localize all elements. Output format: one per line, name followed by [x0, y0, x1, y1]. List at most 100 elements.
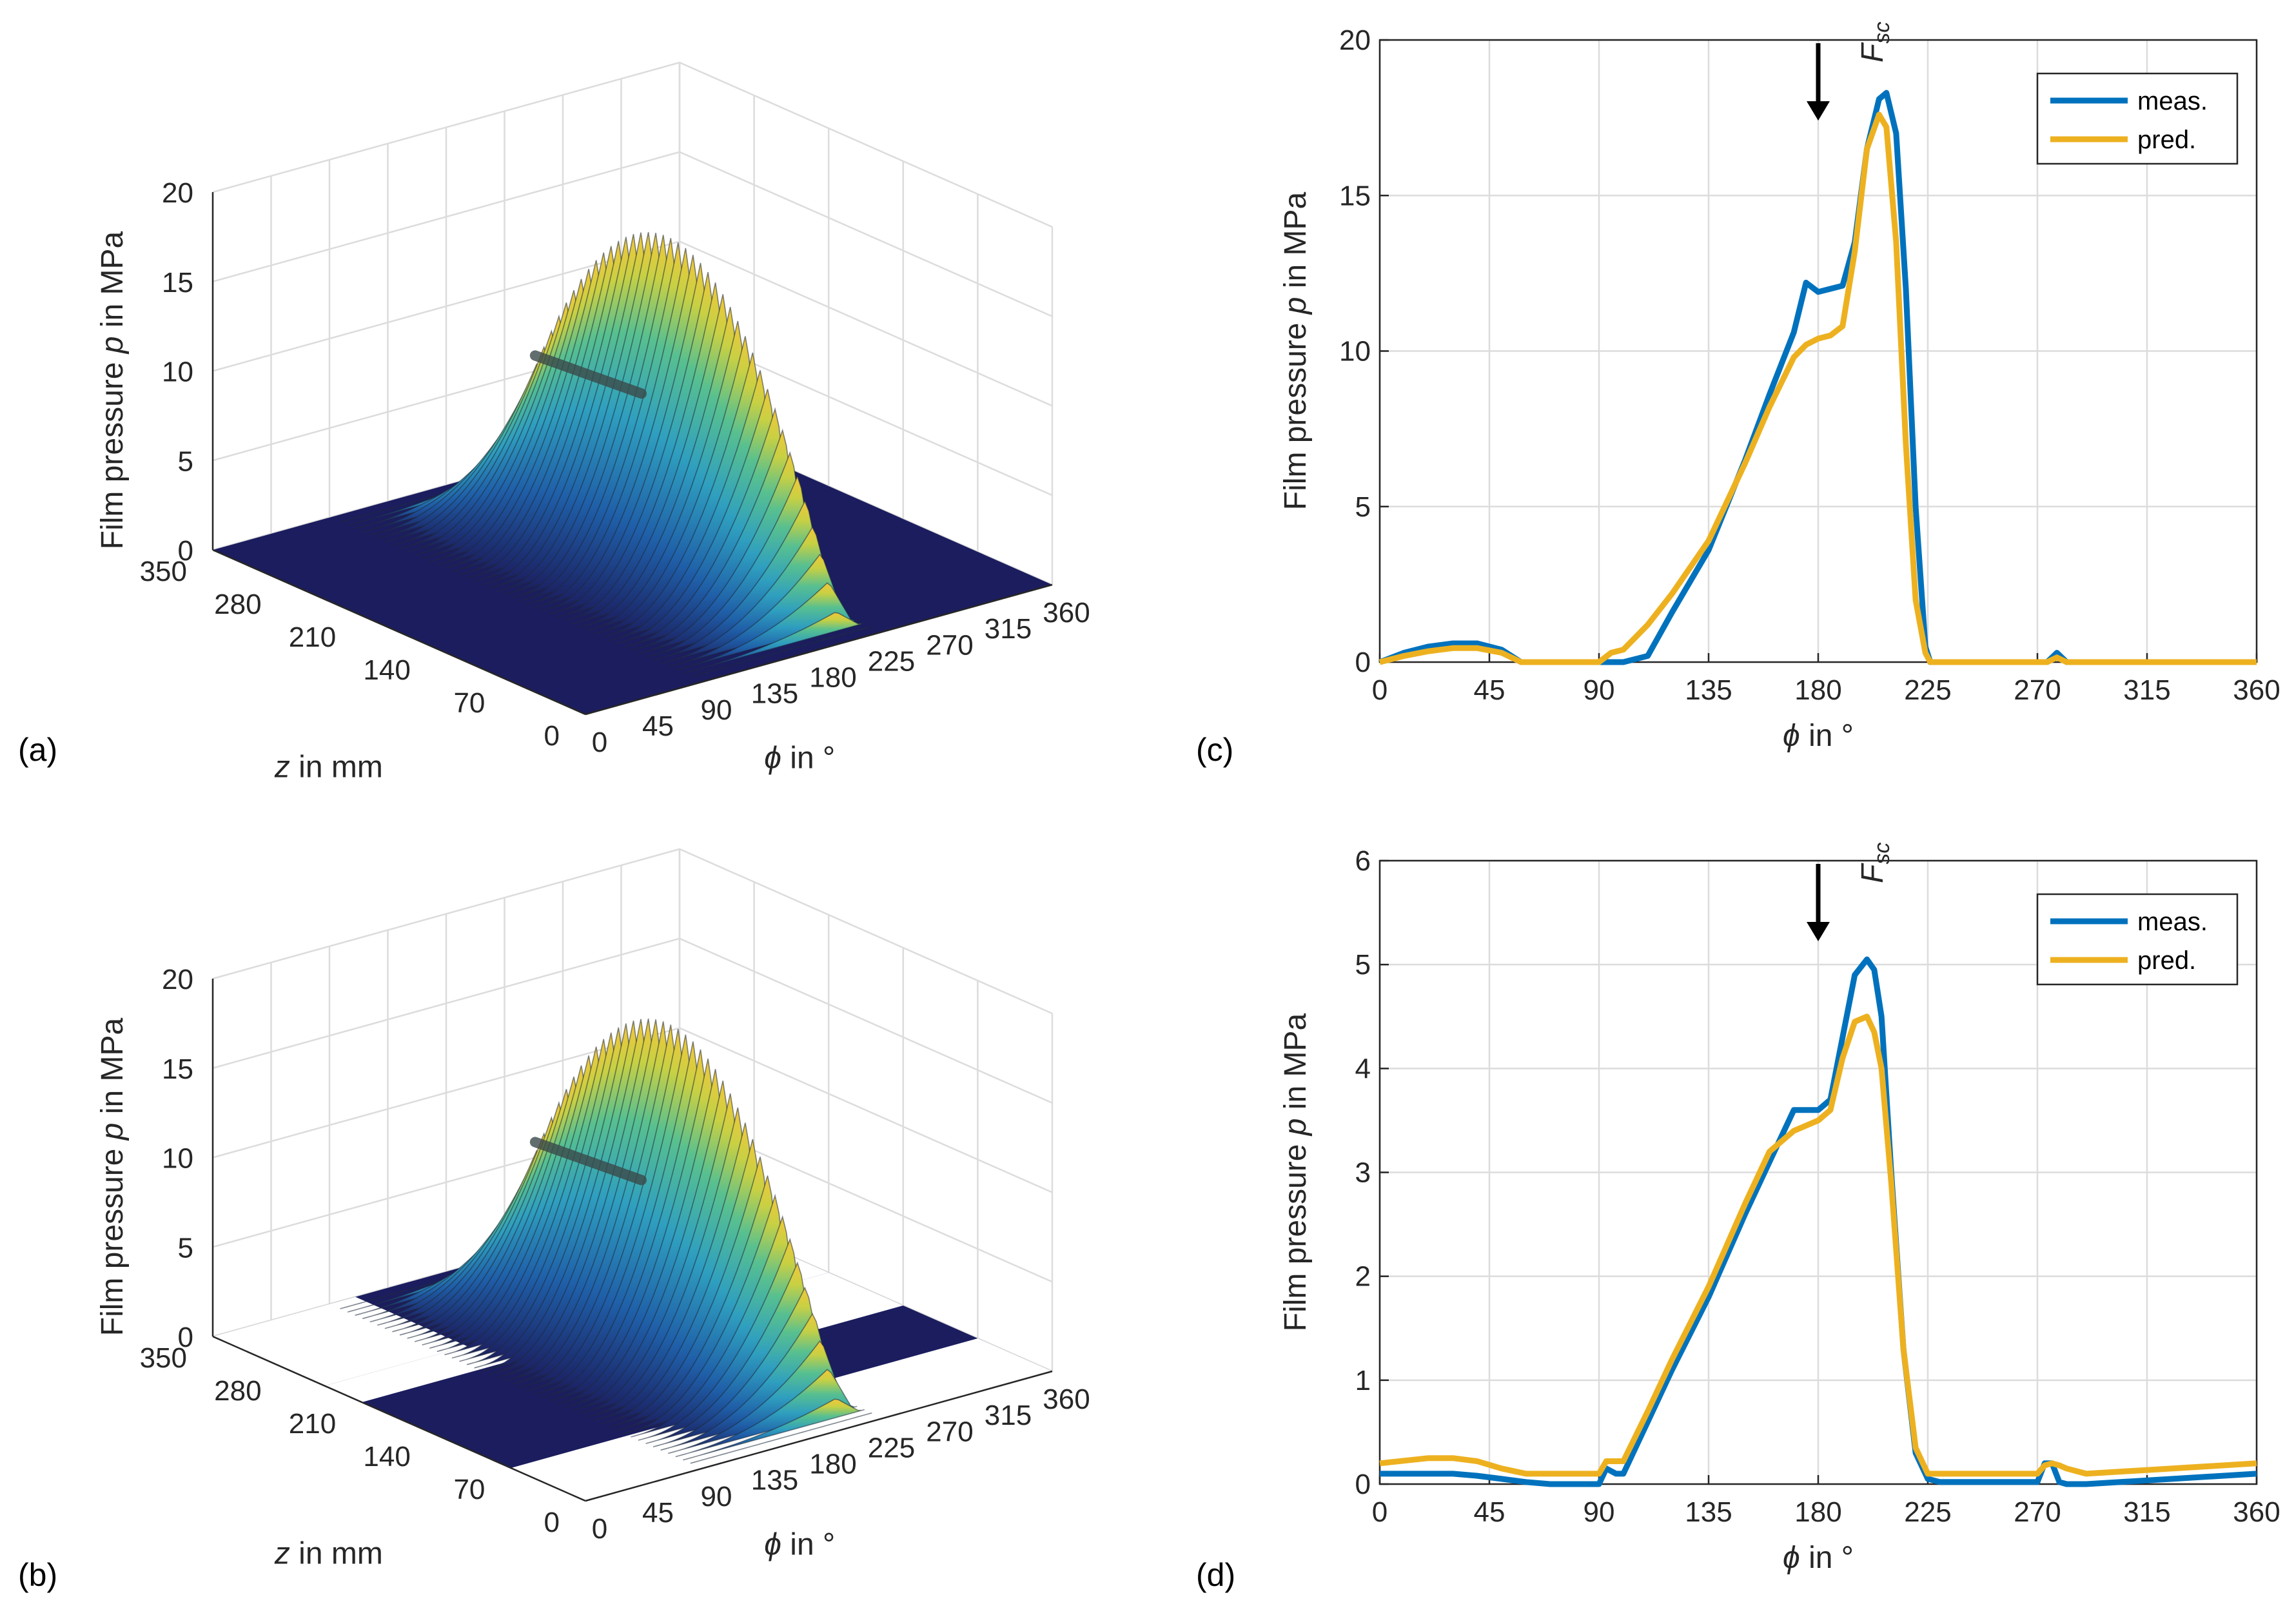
back-grid-line — [212, 240, 1053, 407]
surface-slice — [690, 1412, 872, 1464]
z-tick-label: 0 — [544, 1507, 560, 1538]
z-tick-label: 140 — [363, 654, 410, 686]
phi-tick-label: 180 — [809, 662, 856, 694]
panel-label-c: (c) — [1196, 732, 1233, 768]
y-tick-label: 15 — [1339, 180, 1371, 211]
surface-slice — [675, 1369, 858, 1458]
x-tick-label: 180 — [1794, 674, 1841, 706]
z-tick-label: 70 — [453, 1474, 485, 1505]
series-line-pred — [1379, 1013, 2257, 1477]
force-label: Fsc — [1856, 22, 1894, 63]
missing-data-strip — [213, 1296, 467, 1386]
pressure-tick-label: 15 — [162, 267, 193, 298]
series-line-meas — [1380, 956, 2257, 1487]
y-tick-label: 6 — [1355, 845, 1371, 877]
x-tick-label: 360 — [2233, 1496, 2280, 1528]
z-tick-label: 210 — [289, 1408, 336, 1440]
x-tick-label: 45 — [1474, 1496, 1505, 1528]
groove-mark — [529, 1137, 647, 1186]
x-axis-label: ϕ in ° — [1783, 719, 1854, 753]
y-axis-label: Film pressure p in MPa — [1279, 191, 1313, 510]
z-tick-label: 350 — [140, 1342, 187, 1374]
pressure-axis-label: Film pressure p in MPa — [95, 231, 130, 549]
surface-plot-b: 0510152007014021028035004590135180225270… — [95, 848, 1090, 1571]
y-tick-label: 20 — [1339, 24, 1371, 56]
surface-slice — [683, 612, 865, 674]
y-tick-label: 1 — [1355, 1365, 1371, 1396]
phi-tick-label: 360 — [1043, 1384, 1090, 1415]
surface-slice — [690, 625, 872, 678]
x-tick-label: 0 — [1372, 674, 1388, 706]
x-tick-label: 270 — [2014, 674, 2061, 706]
z-axis — [212, 549, 586, 716]
x-tick-label: 135 — [1685, 1496, 1732, 1528]
arrow-head — [1807, 922, 1830, 941]
x-tick-label: 270 — [2014, 1496, 2061, 1528]
y-tick-label: 0 — [1355, 1469, 1371, 1500]
z-tick-label: 140 — [363, 1441, 410, 1472]
phi-axis — [585, 583, 1053, 716]
surface-slice — [660, 1313, 843, 1451]
pressure-tick-label: 0 — [178, 535, 193, 567]
surface-slice — [683, 1398, 865, 1461]
x-tick-label: 315 — [2123, 674, 2170, 706]
legend-box — [2036, 893, 2239, 986]
y-tick-label: 0 — [1355, 647, 1371, 678]
y-axis-label: Film pressure p in MPa — [1279, 1013, 1313, 1331]
surface-slice — [667, 553, 850, 668]
pressure-tick-label: 15 — [162, 1053, 193, 1085]
pressure-tick-label: 20 — [162, 964, 193, 995]
y-tick-label: 4 — [1355, 1053, 1371, 1084]
y-tick-label: 2 — [1355, 1261, 1371, 1293]
phi-tick-label: 0 — [592, 727, 607, 758]
y-tick-label: 10 — [1339, 336, 1371, 367]
x-tick-label: 225 — [1904, 674, 1951, 706]
phi-tick-label: 225 — [868, 1432, 915, 1463]
phi-axis-label: ϕ in ° — [764, 741, 835, 775]
z-tick-label: 280 — [214, 1375, 261, 1407]
pressure-tick-label: 20 — [162, 177, 193, 209]
x-tick-label: 90 — [1584, 1496, 1615, 1528]
phi-tick-label: 90 — [701, 694, 732, 726]
series-line-pred — [1378, 112, 2257, 665]
x-tick-label: 90 — [1584, 674, 1615, 706]
z-axis — [212, 1335, 586, 1502]
phi-tick-label: 135 — [751, 1465, 798, 1496]
back-grid-line — [212, 151, 1053, 317]
phi-tick-label: 315 — [985, 1400, 1032, 1431]
panel-label-a: (a) — [18, 732, 57, 768]
surface-slice — [675, 582, 858, 671]
back-grid-line — [212, 61, 1053, 228]
z-axis-label: z in mm — [274, 1537, 383, 1571]
y-tick-label: 5 — [1355, 491, 1371, 523]
phi-axis-label: ϕ in ° — [764, 1527, 835, 1561]
legend-box — [2036, 72, 2239, 165]
phi-tick-label: 45 — [642, 1497, 674, 1529]
z-tick-label: 280 — [214, 589, 261, 620]
x-axis-label: ϕ in ° — [1783, 1541, 1854, 1575]
z-tick-label: 0 — [544, 720, 560, 752]
surface-slice — [667, 1340, 850, 1454]
x-tick-label: 135 — [1685, 674, 1732, 706]
legend-label-pred: pred. — [2137, 946, 2196, 975]
x-tick-label: 45 — [1474, 674, 1505, 706]
line-chart-c: 0 45 90 135 180 225 270 315 360 0 5 10 15 20 Fsc meas. p… — [1279, 22, 2280, 753]
phi-tick-label: 0 — [592, 1513, 607, 1545]
pressure-axis-label: Film pressure p in MPa — [95, 1017, 130, 1336]
z-tick-label: 210 — [289, 621, 336, 653]
phi-tick-label: 180 — [809, 1449, 856, 1480]
x-tick-label: 180 — [1794, 1496, 1841, 1528]
z-axis-label: z in mm — [274, 750, 383, 785]
phi-axis — [585, 1370, 1053, 1502]
x-tick-label: 0 — [1372, 1496, 1388, 1528]
phi-tick-label: 45 — [642, 710, 674, 742]
pressure-tick-label: 0 — [178, 1322, 193, 1353]
arrow-head — [1807, 101, 1830, 121]
pressure-tick-label: 10 — [162, 1143, 193, 1175]
legend-label-meas: meas. — [2137, 87, 2208, 115]
phi-tick-label: 270 — [926, 1416, 973, 1447]
phi-tick-label: 90 — [701, 1481, 732, 1512]
surface-plot-a: 0510152007014021028035004590135180225270… — [95, 61, 1090, 785]
